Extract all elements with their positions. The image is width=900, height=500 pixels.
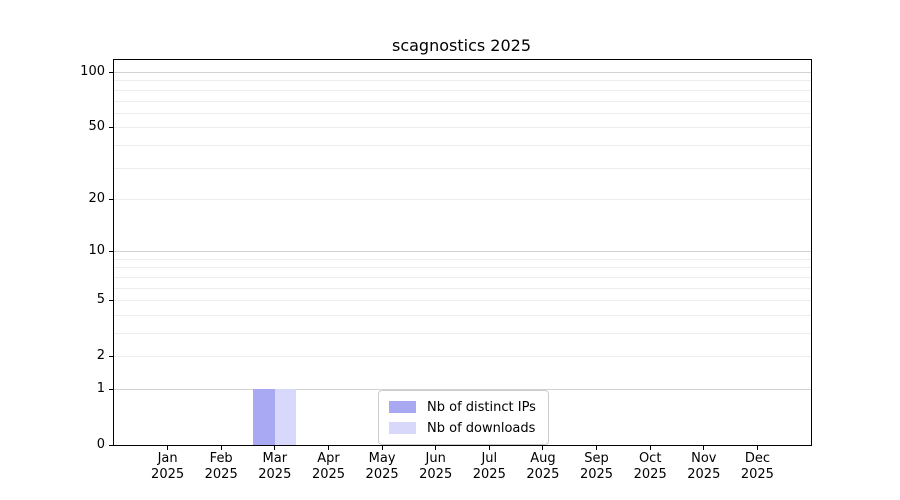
x-tick-label-oct: Oct 2025 <box>623 451 677 483</box>
x-tick-year: 2025 <box>151 467 185 482</box>
y-tick-mark <box>109 300 114 302</box>
x-tick-month: Oct <box>638 451 662 466</box>
gridline-minor <box>114 276 811 278</box>
x-tick-mark <box>756 445 758 450</box>
y-tick-mark <box>109 251 114 253</box>
x-tick-year: 2025 <box>419 467 453 482</box>
x-tick-month: Jan <box>157 451 178 466</box>
x-tick-mark <box>542 445 544 450</box>
legend-swatch <box>389 422 416 434</box>
gridline-minor <box>114 89 811 91</box>
x-tick-label-apr: Apr 2025 <box>302 451 356 483</box>
gridline-minor <box>114 198 811 200</box>
x-tick-label-aug: Aug 2025 <box>516 451 570 483</box>
y-tick-label: 0 <box>96 437 105 452</box>
gridline-minor <box>114 314 811 316</box>
x-tick-year: 2025 <box>740 467 774 482</box>
legend-swatch <box>389 401 416 413</box>
x-tick-year: 2025 <box>526 467 560 482</box>
x-tick-month: Jun <box>425 451 446 466</box>
x-tick-month: Nov <box>691 451 717 466</box>
y-tick-label: 5 <box>96 292 105 308</box>
x-tick-month: Sep <box>584 451 609 466</box>
x-tick-label-feb: Feb 2025 <box>194 451 248 483</box>
gridline-major <box>114 72 811 73</box>
y-tick-label: 10 <box>88 243 105 259</box>
y-tick-mark <box>109 72 114 73</box>
gridline-major <box>114 389 811 390</box>
x-tick-label-may: May 2025 <box>355 451 409 483</box>
gridline-minor <box>114 100 811 102</box>
y-tick-mark <box>109 389 114 390</box>
gridline-minor <box>114 144 811 146</box>
gridline-minor <box>114 258 811 260</box>
x-tick-label-jul: Jul 2025 <box>462 451 516 483</box>
gridline-minor <box>114 167 811 169</box>
x-tick-label-jun: Jun 2025 <box>409 451 463 483</box>
legend-row: Nb of downloads <box>389 419 536 437</box>
x-tick-mark <box>703 445 705 450</box>
x-tick-mark <box>596 445 597 450</box>
x-tick-year: 2025 <box>258 467 292 482</box>
y-tick-label: 100 <box>80 64 105 79</box>
y-tick-mark <box>109 127 114 129</box>
x-tick-month: Mar <box>262 451 288 466</box>
x-tick-mark <box>488 445 490 450</box>
gridline-minor <box>114 287 811 289</box>
x-tick-mark <box>328 445 329 450</box>
x-tick-mark <box>381 445 383 450</box>
legend-label: Nb of distinct IPs <box>427 399 536 415</box>
y-tick-mark <box>109 445 114 446</box>
gridline-minor <box>114 356 811 358</box>
x-tick-month: May <box>368 451 396 466</box>
gridline-major <box>114 251 811 253</box>
x-tick-mark <box>167 445 169 450</box>
x-tick-label-mar: Mar 2025 <box>248 451 302 483</box>
x-tick-mark <box>220 445 222 450</box>
y-tick-label: 20 <box>88 190 105 206</box>
plot-area: 0 1 2 5 10 20 50 100 Jan 2025 Feb 2025 Mar 2025 Apr 20… <box>80 59 812 482</box>
legend-label: Nb of downloads <box>427 420 536 436</box>
chart-title: scagnostics 2025 <box>391 36 531 55</box>
x-tick-year: 2025 <box>579 467 614 482</box>
x-tick-label-jan: Jan 2025 <box>141 451 195 483</box>
x-tick-month: Apr <box>317 451 340 466</box>
bar-nb-of-distinct-ips-mar <box>253 389 275 445</box>
x-tick-month: Jul <box>481 451 498 466</box>
x-tick-mark <box>649 445 651 450</box>
y-tick-mark <box>109 198 114 200</box>
gridline-minor <box>114 80 811 82</box>
x-tick-year: 2025 <box>365 467 399 482</box>
y-tick-label: 50 <box>88 119 105 135</box>
x-tick-year: 2025 <box>204 467 238 482</box>
gridline-minor <box>114 112 811 114</box>
x-tick-label-sep: Sep 2025 <box>570 451 624 483</box>
x-tick-month: Aug <box>530 451 556 466</box>
x-tick-month: Feb <box>209 451 233 466</box>
x-tick-label-nov: Nov 2025 <box>677 451 731 483</box>
y-tick-label: 1 <box>96 381 105 396</box>
bar-nb-of-downloads-mar <box>274 389 297 445</box>
gridline-minor <box>114 127 811 129</box>
legend: Nb of distinct IPs Nb of downloads <box>378 390 549 445</box>
legend-row: Nb of distinct IPs <box>389 398 536 416</box>
x-tick-label-dec: Dec 2025 <box>730 451 784 483</box>
gridline-minor <box>114 300 811 302</box>
x-tick-mark <box>274 445 276 450</box>
x-tick-year: 2025 <box>687 467 721 482</box>
x-tick-year: 2025 <box>311 467 346 482</box>
x-tick-month: Dec <box>744 451 770 466</box>
x-tick-year: 2025 <box>633 467 667 482</box>
gridline-minor <box>114 333 811 334</box>
x-tick-year: 2025 <box>472 467 506 482</box>
y-tick-mark <box>109 356 114 358</box>
gridline-minor <box>114 267 811 269</box>
y-tick-label: 2 <box>96 348 105 364</box>
x-tick-mark <box>435 445 437 450</box>
